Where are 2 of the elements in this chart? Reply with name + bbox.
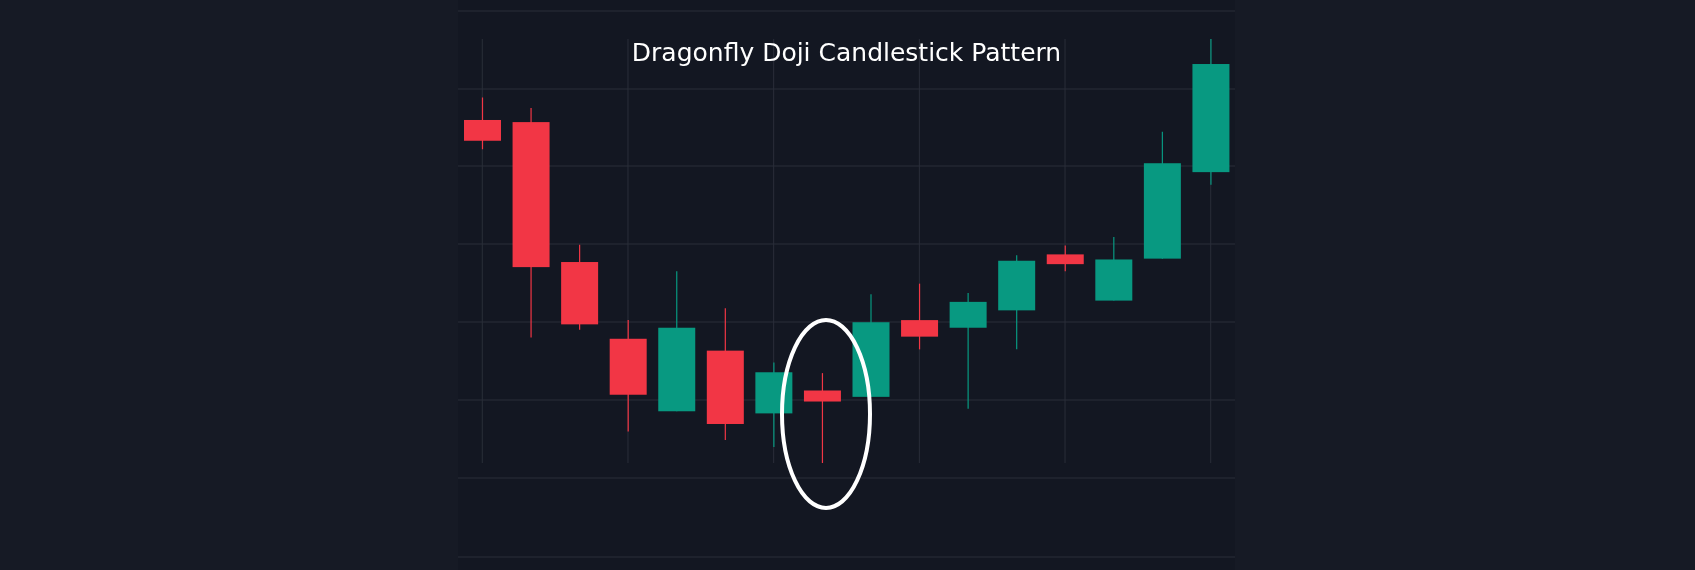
chart-title: Dragonfly Doji Candlestick Pattern (630, 38, 1063, 67)
candlestick (803, 372, 841, 463)
